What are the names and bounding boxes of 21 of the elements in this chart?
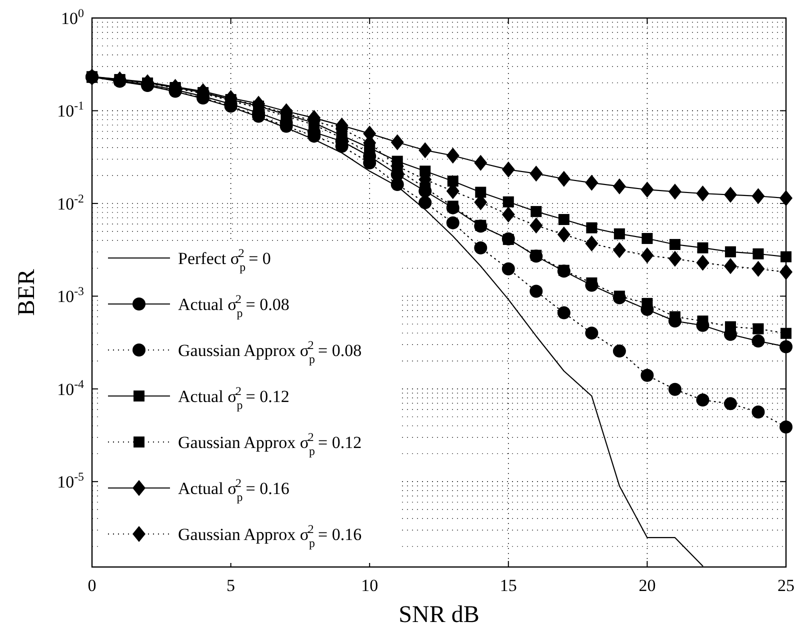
x-tick-label: 0 <box>88 576 96 595</box>
y-tick-label: 10$^{-3}$ <box>57 284 84 306</box>
legend-label: Gaussian Approx σ$_{p}$$^{2}$ = 0.16 <box>178 522 362 550</box>
legend-label: Gaussian Approx σ$_{p}$$^{2}$ = 0.12 <box>178 430 362 458</box>
x-tick-label: 10 <box>361 576 378 595</box>
legend-label: Actual σ$_{p}$$^{2}$ = 0.12 <box>178 384 290 412</box>
y-tick-label: 10$^{0}$ <box>61 6 84 28</box>
y-tick-label: 10$^{-1}$ <box>57 98 84 121</box>
legend-label: Gaussian Approx σ$_{p}$$^{2}$ = 0.08 <box>178 338 362 366</box>
x-tick-label: 15 <box>500 576 517 595</box>
legend-label: Actual σ$_{p}$$^{2}$ = 0.16 <box>178 476 290 504</box>
y-tick-label: 10$^{-4}$ <box>57 376 84 399</box>
x-tick-label: 25 <box>778 576 794 595</box>
legend-label: Actual σ$_{p}$$^{2}$ = 0.08 <box>178 292 290 320</box>
x-tick-label: 20 <box>638 576 656 595</box>
x-axis-title: SNR dB <box>398 602 480 628</box>
y-tick-label: 10$^{-2}$ <box>57 191 84 214</box>
legend-label: Perfect σ$_{p}$$^{2}$ = 0 <box>178 246 271 274</box>
y-tick-label: 10$^{-5}$ <box>57 470 84 492</box>
y-axis-title: BER <box>14 269 40 316</box>
x-tick-label: 5 <box>226 576 236 595</box>
